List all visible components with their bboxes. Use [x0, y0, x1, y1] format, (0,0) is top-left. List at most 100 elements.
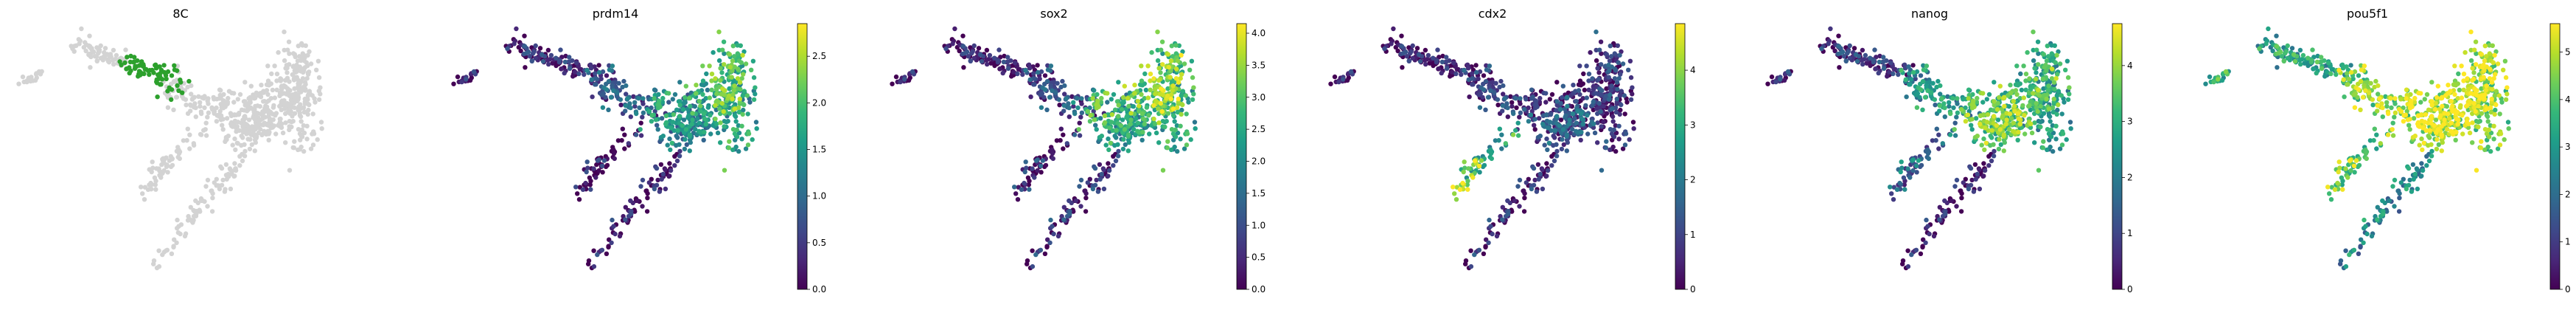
- cell-point: [1570, 111, 1576, 117]
- cell-point: [1534, 189, 1540, 194]
- cell-point: [2319, 66, 2325, 72]
- cell-point: [1061, 204, 1067, 210]
- cell-point: [675, 128, 680, 133]
- cell-point: [1341, 77, 1346, 82]
- cell-point: [302, 96, 307, 102]
- cell-point: [512, 41, 517, 46]
- cell-point: [600, 170, 605, 175]
- cell-point: [677, 103, 683, 108]
- cell-point: [267, 117, 273, 123]
- cell-point: [1920, 107, 1925, 112]
- cell-point: [228, 186, 234, 192]
- cell-point: [301, 105, 307, 110]
- cell-point: [1035, 63, 1040, 68]
- cell-point: [1061, 146, 1066, 151]
- cell-point: [2297, 47, 2303, 53]
- cell-point: [1586, 87, 1591, 93]
- cell-point: [287, 168, 293, 173]
- cell-point: [1027, 66, 1033, 71]
- cell-point: [1515, 133, 1521, 138]
- cell-point: [523, 51, 528, 56]
- cell-point: [153, 179, 158, 184]
- cell-point: [2387, 198, 2392, 204]
- cell-point: [1159, 39, 1165, 44]
- cell-point: [159, 77, 165, 82]
- cell-point: [1933, 103, 1938, 108]
- cell-point: [1604, 111, 1610, 116]
- cell-point: [1924, 63, 1930, 69]
- cell-point: [102, 46, 108, 51]
- cell-point: [992, 63, 997, 69]
- cell-point: [272, 95, 277, 100]
- cell-point: [2289, 46, 2295, 51]
- cell-point: [1057, 103, 1062, 108]
- cell-point: [242, 80, 248, 85]
- cell-point: [586, 258, 592, 264]
- cell-point: [2063, 67, 2068, 73]
- cell-point: [1937, 217, 1942, 222]
- cell-point: [2375, 204, 2380, 210]
- cell-point: [1102, 113, 1108, 119]
- cell-point: [588, 187, 593, 192]
- cell-point: [575, 191, 580, 196]
- cell-point: [2311, 66, 2317, 72]
- cell-point: [722, 124, 727, 129]
- cell-point: [531, 49, 537, 55]
- cell-point: [2207, 74, 2213, 80]
- cell-point: [214, 97, 220, 102]
- cell-point: [2457, 87, 2462, 93]
- cell-point: [1930, 138, 1936, 143]
- cell-point: [1868, 55, 1873, 61]
- cell-point: [1854, 58, 1860, 64]
- cell-point: [187, 146, 192, 151]
- cell-point: [670, 97, 675, 102]
- cell-point: [1160, 119, 1166, 124]
- cell-point: [2488, 148, 2493, 154]
- cell-point: [305, 52, 310, 58]
- colorbar-tick-label: 2.5: [812, 51, 826, 61]
- cell-point: [750, 58, 756, 64]
- cell-point: [1871, 58, 1877, 63]
- cell-point: [1164, 119, 1169, 124]
- cell-point: [1908, 77, 1914, 82]
- cell-point: [514, 26, 519, 32]
- cell-point: [960, 44, 966, 49]
- cell-point: [1594, 30, 1599, 35]
- cell-point: [628, 114, 633, 120]
- cell-point: [545, 58, 551, 63]
- cell-point: [274, 78, 279, 83]
- cell-point: [237, 163, 242, 168]
- cell-point: [2042, 64, 2047, 70]
- cell-point: [266, 98, 271, 103]
- cell-point: [680, 107, 686, 112]
- cell-point: [1095, 189, 1101, 194]
- cell-point: [745, 142, 751, 148]
- cell-point: [156, 264, 162, 269]
- cell-point: [1088, 113, 1093, 118]
- cell-point: [1921, 79, 1926, 84]
- cell-point: [1048, 63, 1054, 69]
- cell-point: [1149, 49, 1154, 55]
- cell-point: [285, 65, 290, 71]
- cell-point: [1622, 142, 1628, 148]
- cell-point: [1075, 105, 1081, 111]
- cell-point: [1509, 103, 1515, 109]
- cell-point: [1904, 94, 1909, 100]
- cell-point: [193, 114, 198, 120]
- cell-point: [232, 136, 237, 142]
- cell-point: [1547, 120, 1553, 125]
- cell-point: [1564, 148, 1569, 154]
- cell-point: [2067, 92, 2072, 97]
- cell-point: [1423, 61, 1428, 67]
- cell-point: [97, 49, 102, 55]
- cell-point: [1344, 78, 1350, 83]
- cell-point: [1478, 91, 1484, 96]
- cell-point: [533, 43, 538, 49]
- cell-point: [2375, 217, 2380, 222]
- cell-point: [1481, 73, 1487, 78]
- cell-point: [2363, 224, 2368, 229]
- cell-point: [1896, 72, 1901, 78]
- cell-point: [2493, 89, 2499, 94]
- cell-point: [158, 71, 163, 76]
